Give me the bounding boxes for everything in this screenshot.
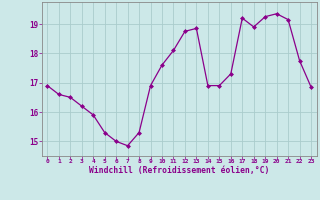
X-axis label: Windchill (Refroidissement éolien,°C): Windchill (Refroidissement éolien,°C)	[89, 166, 269, 175]
